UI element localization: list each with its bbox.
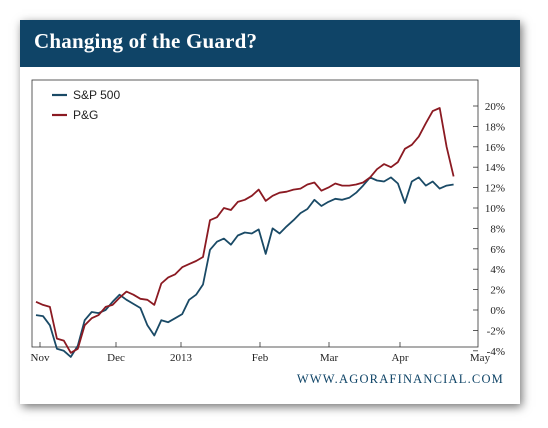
y-tick-label: -2%	[487, 325, 505, 337]
y-tick-label: 16%	[485, 142, 505, 154]
x-axis: Nov Dec 2013 Feb Mar Apr May	[31, 342, 491, 364]
y-tick-label: 12%	[485, 183, 505, 195]
chart-card: Changing of the Guard? 20% 18% 16% 14% 12% 10…	[20, 20, 520, 404]
series-line-pg	[35, 107, 455, 354]
y-tick-label: 6%	[490, 244, 505, 256]
y-tick-label: 2%	[490, 285, 505, 297]
source-credit: WWW.AGORAFINANCIAL.COM	[296, 372, 504, 386]
y-tick-label: 10%	[485, 203, 505, 215]
x-tick-label: Apr	[391, 352, 408, 364]
y-tick-label: 8%	[490, 223, 505, 235]
series-lines	[35, 107, 455, 358]
x-tick-label: May	[470, 352, 491, 364]
legend: S&P 500 P&G	[52, 88, 120, 122]
y-tick-label: 18%	[485, 121, 505, 133]
x-tick-label: Nov	[31, 352, 50, 364]
y-axis: 20% 18% 16% 14% 12% 10% 8% 6% 4% 2% 0% -2% -4%	[473, 101, 505, 358]
y-tick-label: -4%	[487, 346, 505, 358]
x-tick-label: 2013	[170, 352, 193, 364]
legend-label: P&G	[73, 108, 98, 122]
y-tick-label: 4%	[490, 264, 505, 276]
plot-frame	[31, 79, 479, 348]
series-line-sp500	[35, 176, 454, 358]
x-tick-label: Mar	[320, 352, 339, 364]
chart-title: Changing of the Guard?	[34, 29, 258, 53]
y-tick-label: 20%	[485, 101, 505, 113]
legend-label: S&P 500	[73, 88, 120, 102]
y-tick-label: 0%	[490, 305, 505, 317]
line-chart: 20% 18% 16% 14% 12% 10% 8% 6% 4% 2% 0% -2% -4% Nov De…	[31, 79, 505, 364]
title-banner: Changing of the Guard?	[20, 20, 520, 67]
y-tick-label: 14%	[485, 162, 505, 174]
x-tick-label: Dec	[107, 352, 125, 364]
x-tick-label: Feb	[252, 352, 269, 364]
